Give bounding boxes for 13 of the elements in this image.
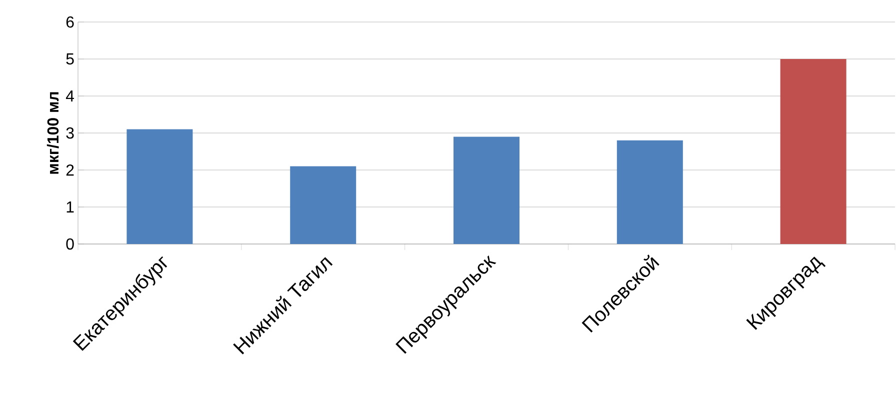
y-tick-label: 1: [66, 202, 74, 212]
y-tick-label: 0: [66, 238, 74, 250]
bar: [290, 166, 356, 244]
y-tick-label: 3: [66, 127, 74, 139]
bar: [616, 140, 683, 244]
y-tick-label: 5: [66, 53, 74, 65]
bar: [780, 59, 846, 244]
y-axis-title: мкг/100 мл: [46, 92, 59, 174]
bar: [126, 129, 193, 244]
y-tick-label: 6: [66, 16, 74, 28]
y-tick-label: 2: [66, 164, 74, 176]
y-tick-label: 4: [66, 90, 74, 102]
bar: [454, 136, 520, 244]
